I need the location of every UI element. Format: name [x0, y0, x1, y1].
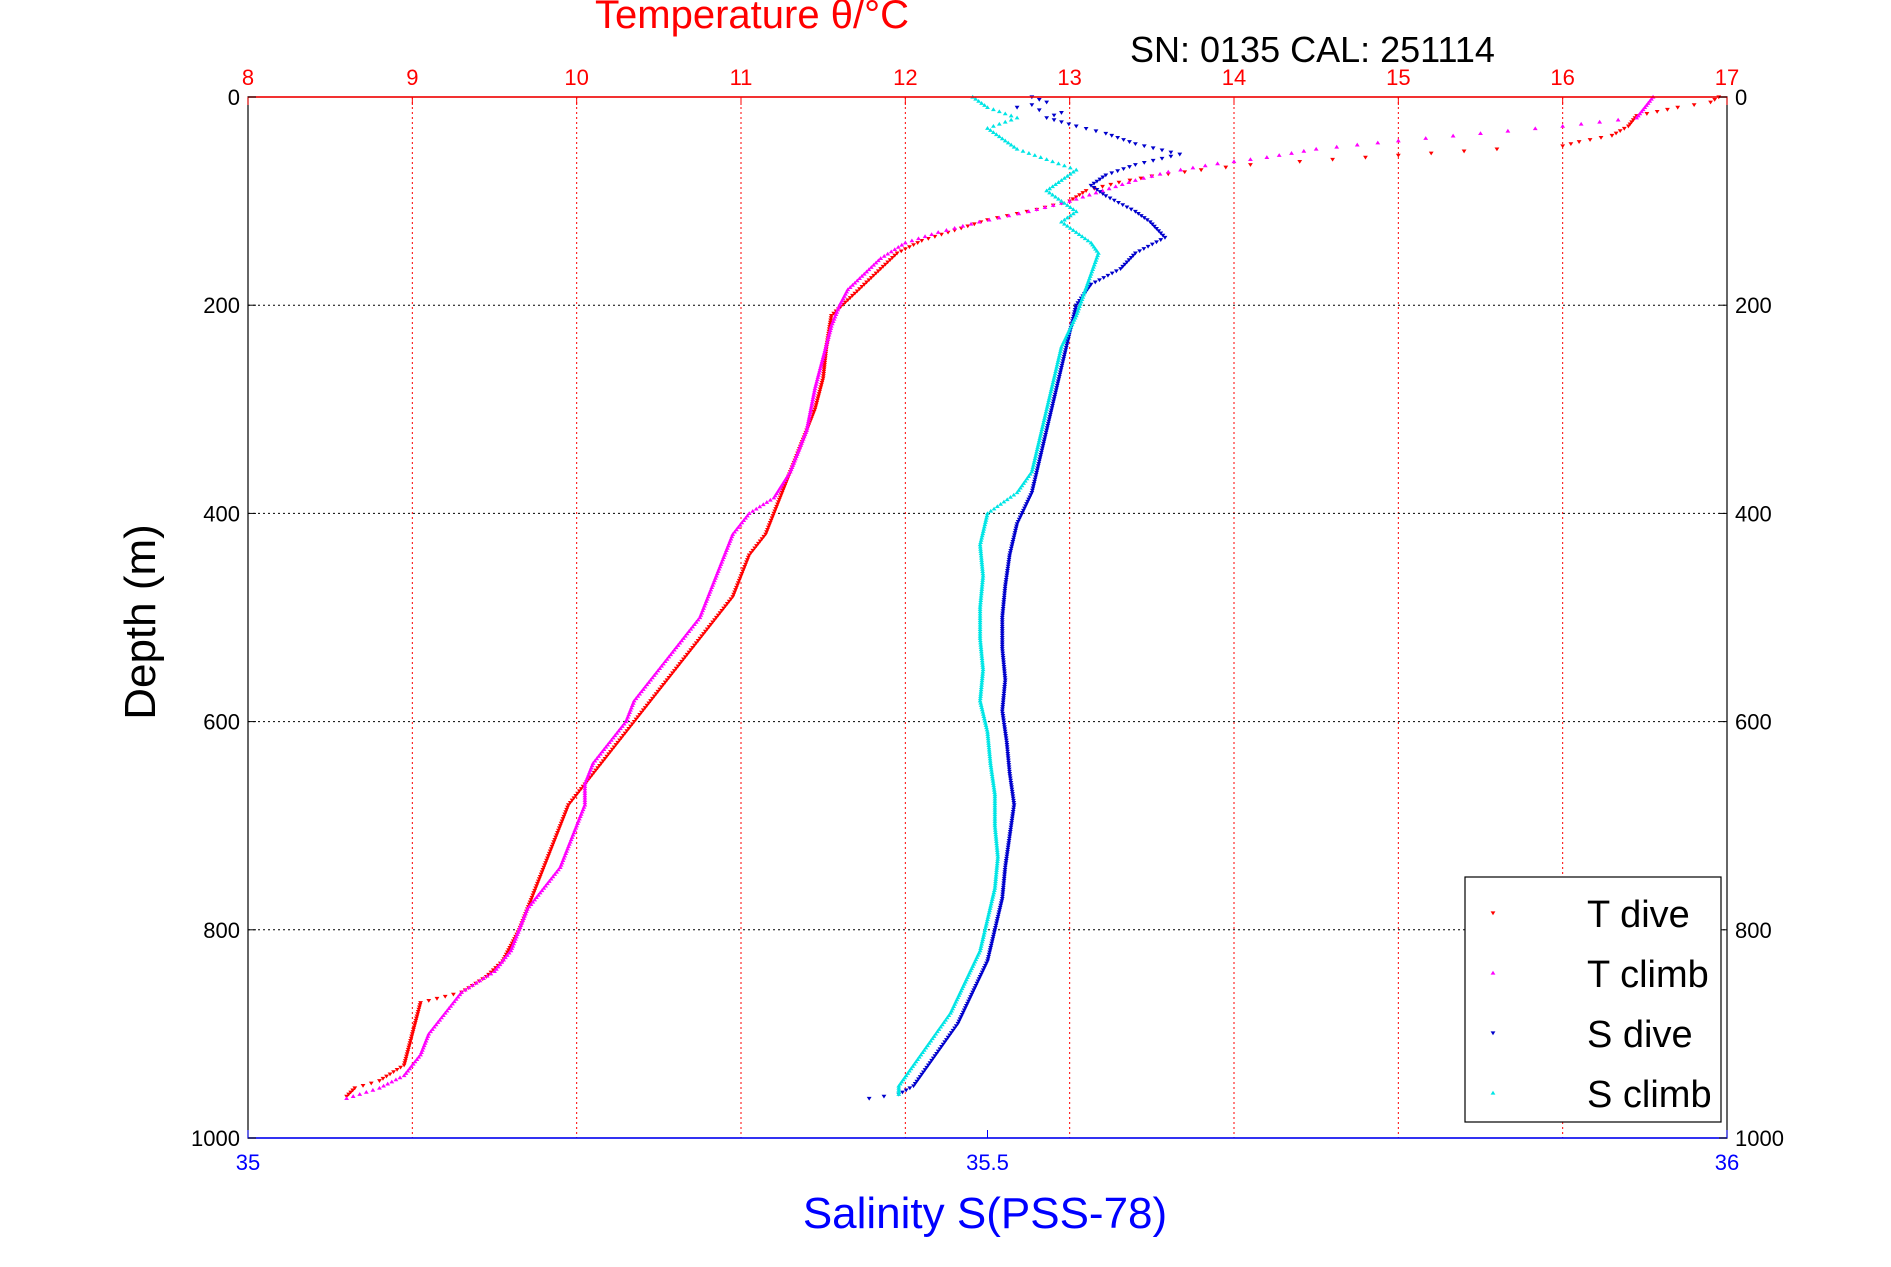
salinity-tick-label: 35.5 [966, 1150, 1009, 1175]
depth-tick-label-right: 800 [1735, 918, 1772, 943]
legend-box [1464, 876, 1722, 1123]
temperature-tick-label: 17 [1715, 65, 1739, 90]
depth-tick-label-right: 200 [1735, 293, 1772, 318]
temperature-tick-label: 15 [1386, 65, 1410, 90]
salinity-tick-label: 36 [1715, 1150, 1739, 1175]
temperature-tick-label: 12 [893, 65, 917, 90]
depth-tick-label-left: 600 [203, 710, 240, 735]
depth-tick-label-left: 800 [203, 918, 240, 943]
legend-label: T climb [1587, 954, 1709, 996]
legend-label: S climb [1587, 1074, 1712, 1116]
legend-items: T dive T climb S dive S climb [1490, 894, 1712, 1116]
legend: T dive T climb S dive S climb [1464, 876, 1722, 1123]
temperature-tick-label: 11 [730, 65, 753, 90]
legend-label: S dive [1587, 1014, 1693, 1056]
depth-tick-label-right: 0 [1735, 85, 1747, 110]
temperature-tick-label: 8 [242, 65, 254, 90]
depth-tick-label-left: 0 [228, 85, 240, 110]
depth-tick-label-left: 400 [203, 501, 240, 526]
y-axis-label: Depth (m) [116, 524, 165, 720]
depth-tick-label-right: 600 [1735, 710, 1772, 735]
legend-marker [1490, 1031, 1496, 1036]
temperature-tick-label: 9 [406, 65, 418, 90]
depth-tick-label-left: 1000 [191, 1126, 240, 1151]
temperature-tick-label: 14 [1222, 65, 1246, 90]
legend-label: T dive [1587, 894, 1690, 936]
temperature-tick-label: 10 [564, 65, 588, 90]
temperature-tick-label: 13 [1057, 65, 1081, 90]
chart-subtitle: SN: 0135 CAL: 251114 [1130, 29, 1495, 70]
chart-title: Temperature θ/°C [595, 0, 909, 37]
legend-marker [1490, 1090, 1496, 1095]
temperature-tick-label: 16 [1550, 65, 1574, 90]
legend-marker [1490, 911, 1496, 916]
depth-tick-label-right: 1000 [1735, 1126, 1784, 1151]
legend-marker [1490, 970, 1496, 975]
depth-tick-label-right: 400 [1735, 501, 1772, 526]
salinity-tick-label: 35 [236, 1150, 260, 1175]
x-axis-label-bottom: Salinity S(PSS-78) [803, 1189, 1167, 1238]
depth-tick-label-left: 200 [203, 293, 240, 318]
